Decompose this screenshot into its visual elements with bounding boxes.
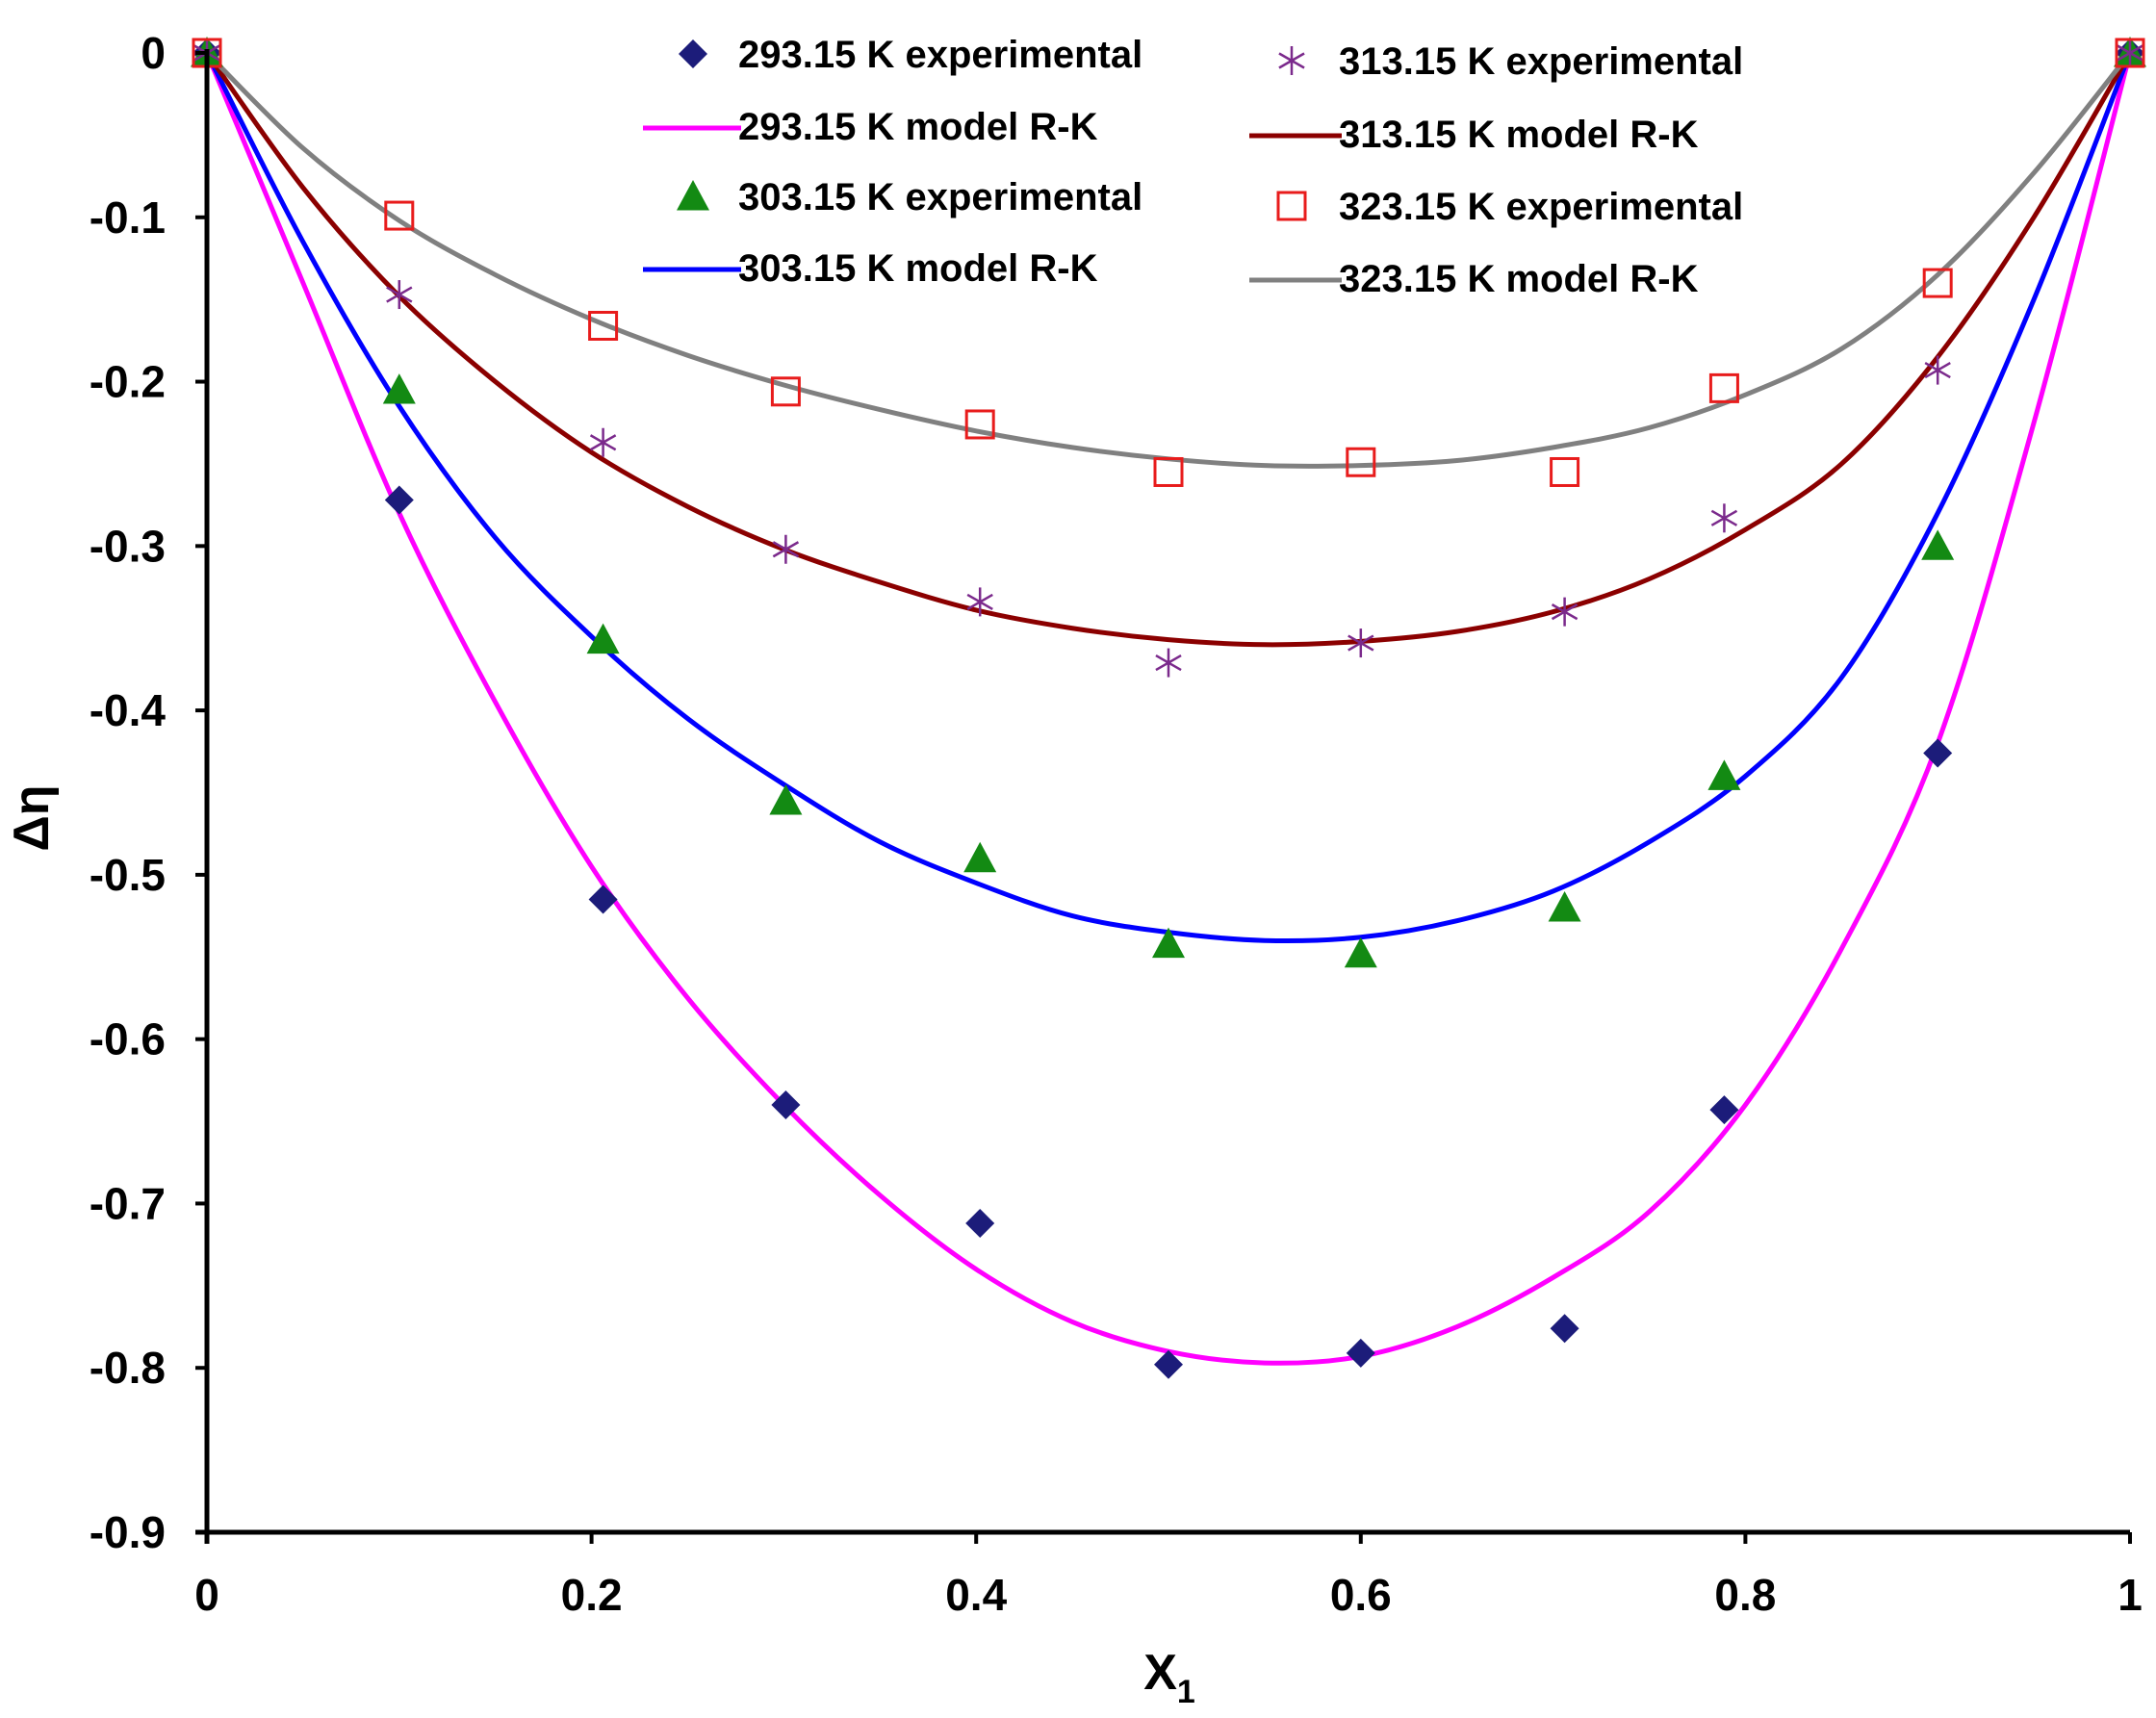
- x-tick-label: 0.4: [945, 1570, 1007, 1620]
- y-tick-label: -0.9: [90, 1507, 166, 1557]
- x-axis-title: X1: [1143, 1645, 1195, 1710]
- data-point-0-8: [1709, 1095, 1739, 1125]
- data-point-6-1: [384, 200, 415, 231]
- data-point-6-8: [1708, 372, 1739, 403]
- legend: 293.15 K experimental 293.15 K model R-K 3…: [643, 34, 1743, 300]
- axes: 0 -0.1 -0.2 -0.3 -0.4 -0.5 -0.6 -0.7 -0.8 -0.9 0 0.…: [90, 28, 2143, 1620]
- data-point-0-4: [965, 1208, 995, 1238]
- legend-label: 313.15 K model R-K: [1339, 114, 1699, 156]
- x-axis-title-main: X: [1143, 1645, 1177, 1701]
- x-tick-label: 0.2: [561, 1570, 623, 1620]
- data-point-0-3: [771, 1090, 801, 1119]
- legend-marker-swatch: [679, 39, 707, 68]
- data-point-2-7: [1548, 891, 1581, 922]
- data-point-0-7: [1550, 1314, 1579, 1344]
- data-point-6-7: [1550, 456, 1580, 487]
- data-point-6-3: [770, 376, 801, 407]
- data-point-0-5: [1154, 1349, 1183, 1379]
- y-tick-label: -0.6: [90, 1014, 166, 1064]
- data-point-6-9: [1922, 268, 1953, 298]
- series-line-1: [204, 52, 2133, 1366]
- y-tick-label: -0.3: [90, 521, 166, 571]
- legend-item-6: 323.15 K experimental: [1276, 186, 1743, 228]
- data-point-0-9: [1923, 738, 1953, 768]
- legend-marker-swatch: [1276, 191, 1307, 221]
- legend-item-3: 303.15 K model R-K: [643, 247, 1098, 290]
- y-tick-label: -0.4: [90, 685, 167, 735]
- y-axis-title: Δη: [4, 784, 60, 851]
- data-point-0-6: [1346, 1338, 1375, 1368]
- y-tick-label: -0.5: [90, 850, 166, 900]
- y-tick-label: -0.2: [90, 357, 166, 407]
- legend-label: 323.15 K experimental: [1339, 186, 1743, 228]
- data-point-4-1: [386, 280, 413, 310]
- series-line-5: [204, 51, 2133, 648]
- data-point-0-2: [588, 885, 618, 914]
- data-point-4-4: [966, 587, 993, 617]
- legend-label: 293.15 K experimental: [738, 34, 1142, 76]
- data-point-4-2: [589, 427, 617, 457]
- x-tick-label: 0.6: [1330, 1570, 1392, 1620]
- y-tick-label: -0.7: [90, 1178, 166, 1228]
- y-tick-label: -0.8: [90, 1343, 166, 1393]
- series-line-3: [204, 51, 2133, 944]
- data-point-4-9: [1924, 355, 1951, 385]
- data-point-4-3: [772, 534, 800, 564]
- y-tick-label: -0.1: [90, 192, 166, 243]
- x-tick-label: 0.8: [1714, 1570, 1776, 1620]
- data-point-2-5: [1152, 927, 1185, 959]
- data-point-2-2: [586, 623, 620, 654]
- data-point-6-10: [2115, 38, 2145, 68]
- legend-item-1: 293.15 K model R-K: [643, 106, 1098, 148]
- data-point-2-9: [1921, 529, 1955, 560]
- x-tick-label: 0: [194, 1570, 219, 1620]
- legend-label: 303.15 K model R-K: [738, 247, 1098, 290]
- legend-marker-swatch: [677, 180, 709, 211]
- x-axis-title-subscript: 1: [1177, 1674, 1195, 1710]
- legend-item-0: 293.15 K experimental: [679, 34, 1142, 76]
- data-point-2-4: [963, 841, 997, 873]
- data-point-6-6: [1346, 447, 1376, 477]
- data-point-4-6: [1348, 628, 1374, 658]
- legend-item-5: 313.15 K model R-K: [1249, 114, 1699, 156]
- data-point-0-1: [384, 485, 414, 515]
- data-point-2-6: [1344, 936, 1377, 968]
- legend-label: 323.15 K model R-K: [1339, 258, 1699, 300]
- legend-item-7: 323.15 K model R-K: [1249, 258, 1699, 300]
- data-point-2-1: [382, 373, 416, 404]
- series-markers: [191, 37, 2146, 1379]
- x-tick-label: 1: [2118, 1570, 2143, 1620]
- series-line-7: [205, 51, 2132, 469]
- legend-label: 303.15 K experimental: [738, 176, 1142, 218]
- legend-label: 313.15 K experimental: [1339, 40, 1743, 83]
- data-point-4-7: [1551, 597, 1578, 627]
- legend-item-2: 303.15 K experimental: [677, 176, 1142, 218]
- legend-item-4: 313.15 K experimental: [1278, 40, 1743, 83]
- series-lines: [204, 51, 2133, 1366]
- data-point-6-5: [1153, 456, 1184, 487]
- y-tick-label: 0: [141, 28, 166, 78]
- data-point-4-10: [2117, 38, 2143, 67]
- data-point-4-5: [1155, 648, 1182, 678]
- data-point-6-2: [588, 310, 619, 341]
- data-point-2-3: [769, 784, 803, 815]
- data-point-6-4: [964, 409, 995, 440]
- data-point-2-8: [1707, 759, 1741, 790]
- data-point-4-8: [1710, 503, 1738, 533]
- legend-label: 293.15 K model R-K: [738, 106, 1098, 148]
- legend-marker-swatch: [1278, 46, 1305, 75]
